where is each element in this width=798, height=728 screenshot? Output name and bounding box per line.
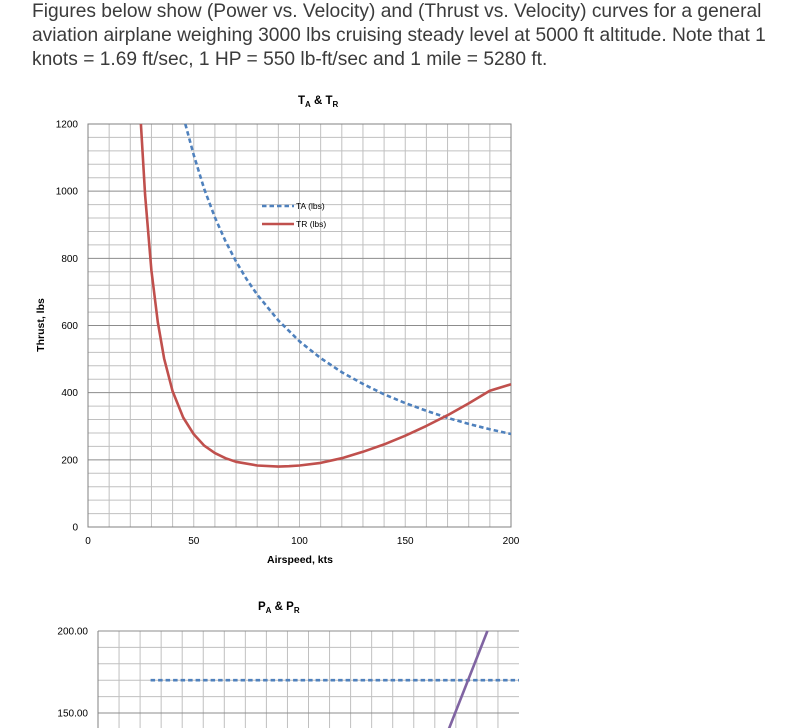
thrust-y-tick-label: 1200 xyxy=(56,120,79,131)
power-y-tick-label: 150.00 xyxy=(57,709,88,720)
thrust-x-tick-label: 200 xyxy=(503,536,520,547)
power-y-tick-label: 200.00 xyxy=(57,627,88,638)
thrust-chart-gridlines xyxy=(88,124,511,527)
series-line-pr xyxy=(447,630,489,728)
thrust-x-tick-label: 100 xyxy=(291,536,308,547)
thrust-x-tick-label: 50 xyxy=(188,536,200,547)
thrust-plot-frame xyxy=(87,123,512,528)
thrust-y-tick-label: 800 xyxy=(61,254,78,265)
thrust-chart-x-ticks: 0 50 100 150 200 xyxy=(85,536,520,547)
thrust-y-axis-title: Thrust, lbs xyxy=(35,298,47,352)
power-chart-y-ticks: 200.00 150.00 xyxy=(57,627,88,720)
series-line-ta xyxy=(184,123,512,436)
thrust-y-tick-label: 200 xyxy=(61,455,78,466)
thrust-chart-title: TA & TR xyxy=(298,95,339,109)
thrust-y-tick-label: 400 xyxy=(61,388,78,399)
thrust-y-tick-label: 1000 xyxy=(56,187,79,198)
thrust-chart-series xyxy=(139,123,512,468)
problem-statement: Figures below show (Power vs. Velocity) … xyxy=(32,1,766,70)
thrust-y-tick-label: 600 xyxy=(61,321,78,332)
thrust-x-axis-title: Airspeed, kts xyxy=(267,554,333,566)
power-chart: PA & PR 200.00 150.00 xyxy=(57,601,519,728)
thrust-chart-y-ticks: 0 200 400 600 800 1000 1200 xyxy=(56,120,79,534)
power-chart-series xyxy=(150,630,519,728)
legend-label-ta: TA (lbs) xyxy=(296,201,325,211)
thrust-chart: 0 200 400 600 800 1000 1200 0 50 100 150 200 TA & … xyxy=(35,95,520,566)
thrust-x-tick-label: 150 xyxy=(397,536,414,547)
power-chart-title: PA & PR xyxy=(258,601,300,615)
series-line-tr xyxy=(139,123,512,468)
legend-label-tr: TR (lbs) xyxy=(296,219,326,229)
thrust-y-tick-label: 0 xyxy=(72,523,78,534)
thrust-chart-legend: TA (lbs) TR (lbs) xyxy=(262,201,326,229)
thrust-x-tick-label: 0 xyxy=(85,536,91,547)
